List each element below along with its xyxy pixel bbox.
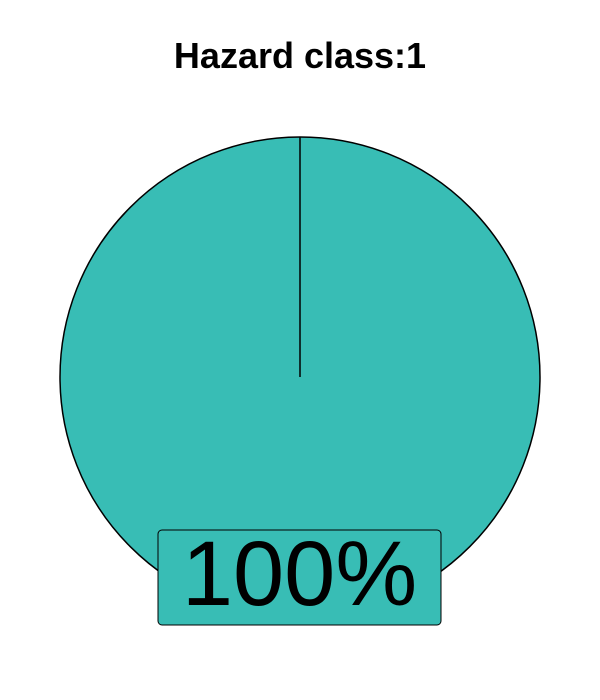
pie-label-box [157,529,442,626]
pie-labels: 100% [157,523,442,626]
pie-slice-label: 100% [182,523,417,625]
chart-title: Hazard class:1 [173,35,427,76]
